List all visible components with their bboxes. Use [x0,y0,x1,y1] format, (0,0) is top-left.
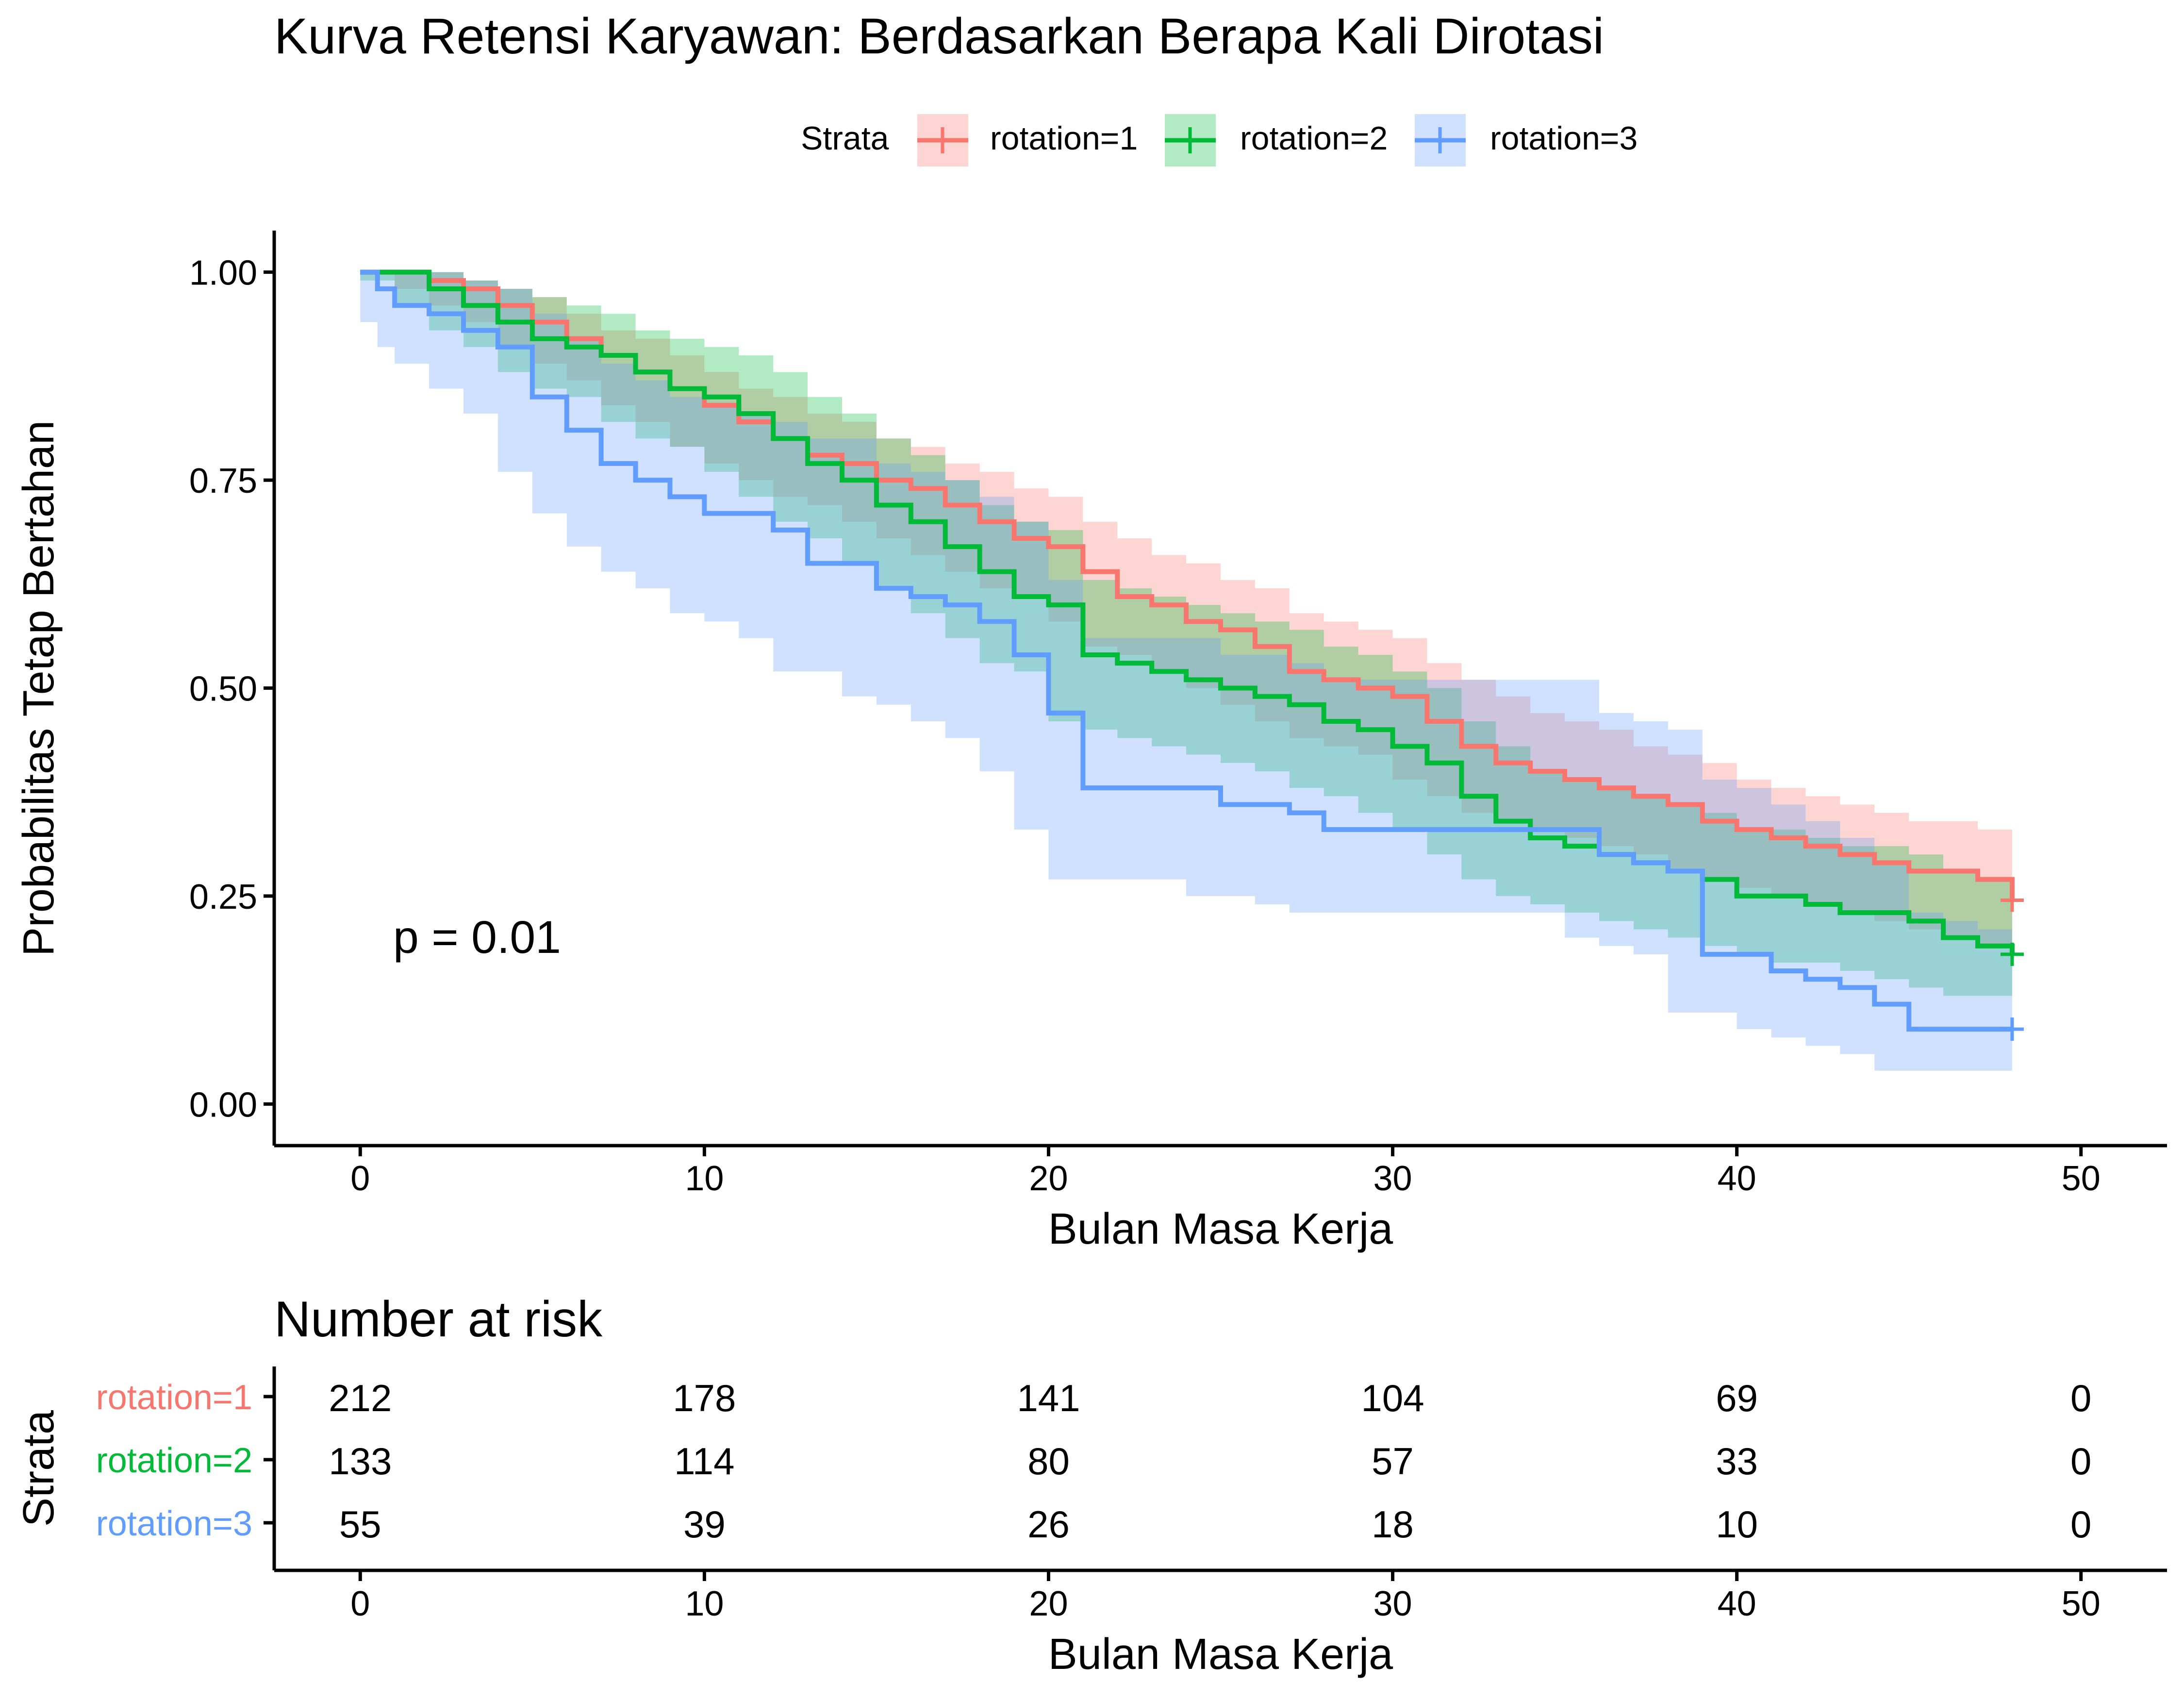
x-ticks: 0 10 20 30 40 50 [350,1146,2101,1198]
y-ticks: 0.00 0.25 0.50 0.75 1.00 [189,254,274,1124]
risk-cell-rotation-1-t50: 0 [2070,1377,2091,1419]
risk-x-tick-label: 20 [1029,1584,1068,1623]
ci-band-rotation-2 [360,272,2012,996]
risk-cell-rotation-3-t30: 18 [1372,1503,1414,1546]
risk-cell-rotation-2-t30: 57 [1372,1440,1414,1482]
risk-cell-rotation-1-t20: 141 [1017,1377,1080,1419]
y-tick-label: 0.75 [189,462,257,500]
risk-cell-rotation-2-t10: 114 [674,1440,734,1482]
legend-key-rotation-1 [917,114,968,167]
censor-marks [2000,888,2024,1041]
legend-key-rotation-2 [1165,114,1216,167]
risk-x-axis-label: Bulan Masa Kerja [1048,1630,1393,1679]
chart-title: Kurva Retensi Karyawan: Berdasarkan Bera… [274,8,1604,65]
risk-cell-rotation-3-t20: 26 [1027,1503,1070,1546]
survival-line-rotation-3 [360,269,2012,1032]
risk-row-label-rotation-1: rotation=1 [96,1378,252,1417]
risk-x-ticks: 0 10 20 30 40 50 [350,1570,2101,1623]
risk-cell-rotation-3-t50: 0 [2070,1503,2091,1546]
censor-mark-rotation-2 [2000,942,2024,966]
risk-row-label-rotation-2: rotation=2 [96,1441,252,1480]
risk-x-tick-label: 10 [685,1584,724,1623]
x-tick-label: 30 [1373,1159,1412,1198]
x-tick-label: 20 [1029,1159,1068,1198]
risk-table-title: Number at risk [274,1291,603,1348]
risk-cell-rotation-3-t10: 39 [683,1503,726,1546]
censor-mark-rotation-3 [2000,1017,2024,1041]
p-value-annotation: p = 0.01 [393,912,561,963]
risk-cell-rotation-3-t40: 10 [1716,1503,1758,1546]
risk-table: Number at risk rotation=1 212 178 141 104 69 0… [15,1291,2167,1679]
x-axis-label: Bulan Masa Kerja [1048,1205,1393,1253]
survival-line-rotation-2 [360,269,2015,954]
x-tick-label: 40 [1718,1159,1756,1198]
censor-mark-rotation-1 [2000,888,2024,912]
risk-x-tick-label: 40 [1718,1584,1756,1623]
legend-label-rotation-2: rotation=2 [1240,120,1388,157]
risk-cell-rotation-2-t40: 33 [1716,1440,1758,1482]
legend-label-rotation-1: rotation=1 [990,120,1138,157]
legend-key-rotation-3 [1415,114,1466,167]
x-tick-label: 50 [2062,1159,2101,1198]
risk-y-axis-label: Strata [15,1410,63,1527]
risk-cell-rotation-1-t0: 212 [329,1377,392,1419]
x-tick-label: 10 [685,1159,724,1198]
y-axis-label: Probabilitas Tetap Bertahan [15,420,63,956]
legend-label-rotation-3: rotation=3 [1490,120,1638,157]
risk-cell-rotation-1-t10: 178 [673,1377,736,1419]
risk-cell-rotation-1-t30: 104 [1361,1377,1424,1419]
y-tick-label: 1.00 [189,254,257,293]
y-tick-label: 0.00 [189,1085,257,1124]
legend: Strata rotation=1 rotation=2 rotation=3 [801,114,1638,167]
risk-row-label-rotation-3: rotation=3 [96,1504,252,1543]
risk-cell-rotation-1-t40: 69 [1716,1377,1758,1419]
x-tick-label: 0 [350,1159,370,1198]
risk-table-rows: rotation=1 212 178 141 104 69 0 rotation=2 133 11… [96,1377,2092,1546]
risk-x-tick-label: 30 [1373,1584,1412,1623]
risk-x-tick-label: 50 [2062,1584,2101,1623]
risk-cell-rotation-2-t50: 0 [2070,1440,2091,1482]
main-axes: 0.00 0.25 0.50 0.75 1.00 0 10 20 30 40 50 Bulan M… [15,231,2167,1253]
risk-cell-rotation-2-t0: 133 [329,1440,392,1482]
risk-x-tick-label: 0 [350,1584,370,1623]
survival-curves [360,269,2015,1032]
y-tick-label: 0.50 [189,670,257,709]
risk-cell-rotation-3-t0: 55 [339,1503,381,1546]
legend-title: Strata [801,120,889,157]
y-tick-label: 0.25 [189,878,257,916]
risk-cell-rotation-2-t20: 80 [1027,1440,1070,1482]
